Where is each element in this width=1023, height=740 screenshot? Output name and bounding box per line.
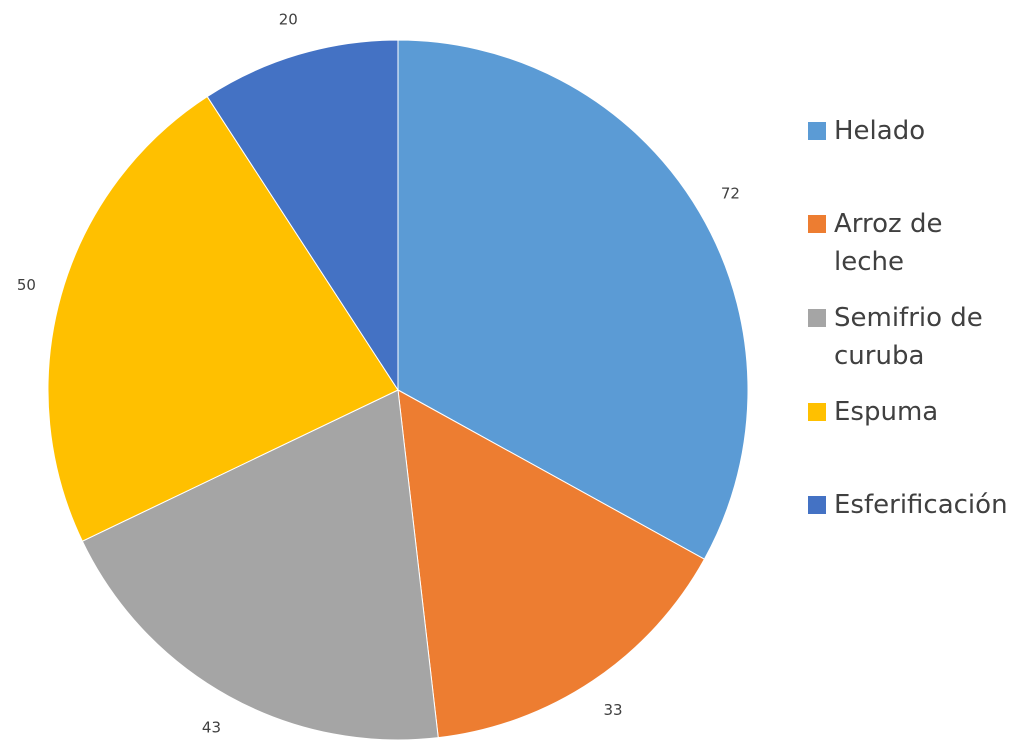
legend-item: Espuma xyxy=(808,393,988,431)
legend-label: Esferificación xyxy=(834,490,1008,520)
legend-label: Helado xyxy=(834,116,926,146)
legend-item: Semifrio de curuba xyxy=(808,299,988,375)
legend-swatch xyxy=(808,215,826,233)
legend-swatch xyxy=(808,122,826,140)
legend-item: Helado xyxy=(808,112,988,150)
legend-label: Espuma xyxy=(834,397,939,427)
legend-swatch xyxy=(808,496,826,514)
data-label: 43 xyxy=(202,718,221,736)
pie-slice xyxy=(206,39,399,392)
legend-label: Arroz de leche xyxy=(834,209,943,277)
legend-swatch xyxy=(808,309,826,327)
pie-slice xyxy=(397,389,706,739)
data-label: 33 xyxy=(603,701,622,719)
legend-item: Arroz de leche xyxy=(808,205,988,281)
legend-item: Esferificación xyxy=(808,486,1020,524)
data-label: 72 xyxy=(721,184,740,202)
pie-slice xyxy=(397,39,749,560)
legend-swatch xyxy=(808,403,826,421)
legend: Helado Arroz de leche Semifrio de curuba Es… xyxy=(808,112,1020,524)
data-label: 50 xyxy=(17,276,36,294)
pie-slice xyxy=(47,95,399,542)
data-label: 20 xyxy=(279,10,298,28)
legend-label: Semifrio de curuba xyxy=(834,303,983,371)
